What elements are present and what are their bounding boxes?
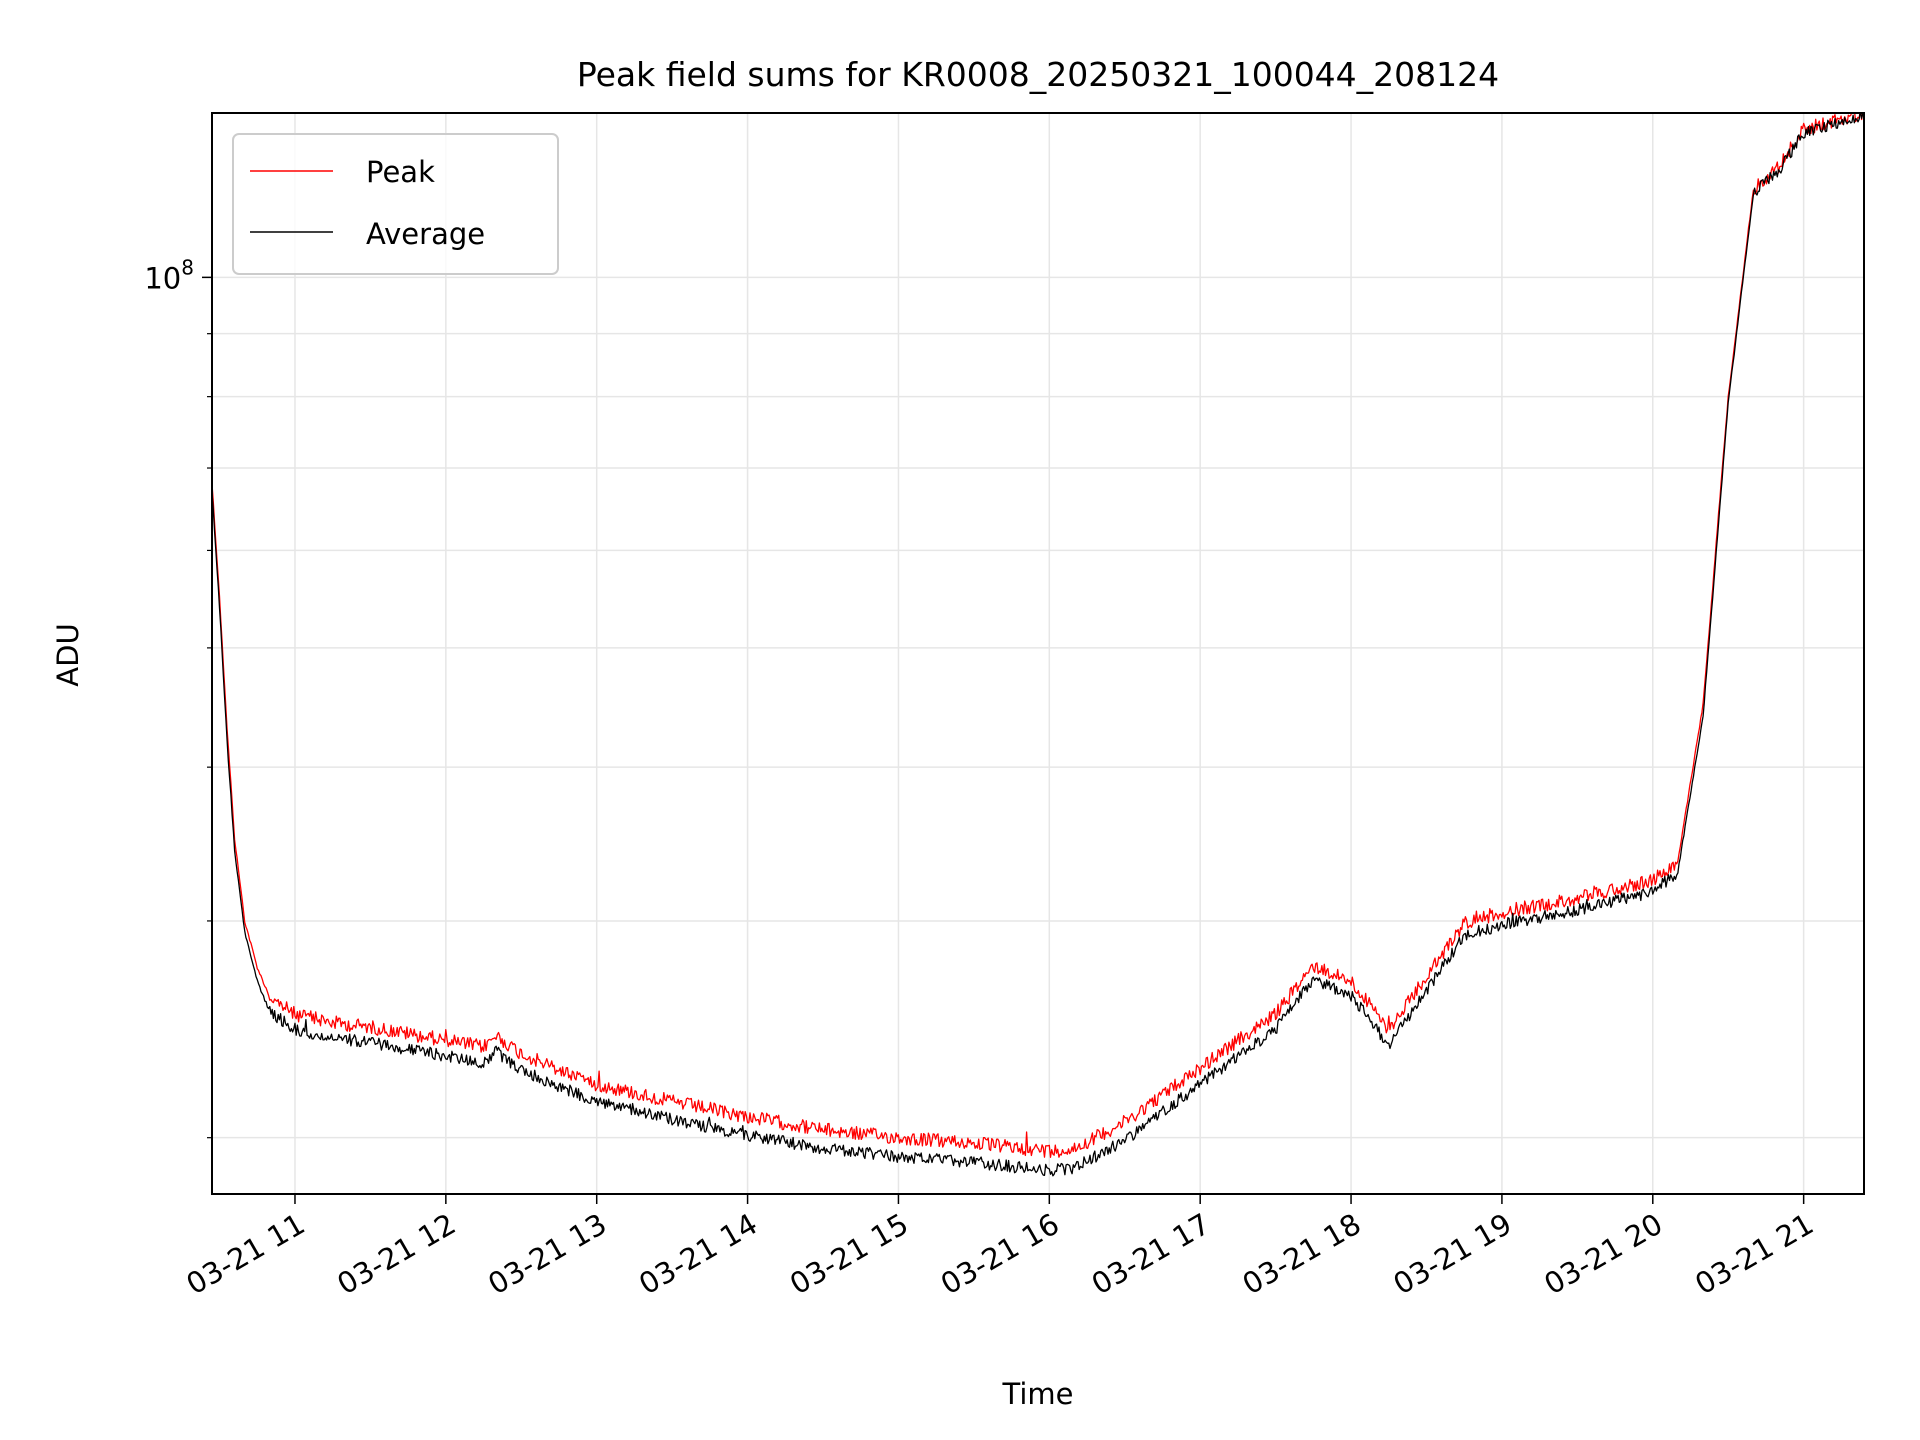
- y-tick-label: 108: [144, 255, 194, 295]
- legend-box: [232, 133, 559, 275]
- series-layer: [212, 113, 1864, 1177]
- y-axis-label: ADU: [51, 623, 85, 686]
- series-line-average: [212, 113, 1864, 1177]
- plot-frame: [211, 112, 1865, 1195]
- plot-area: [212, 113, 1864, 1177]
- series-line-peak: [212, 113, 1864, 1158]
- grid: [212, 113, 1864, 1194]
- legend-peak-label: Peak: [366, 155, 435, 189]
- legend: Peak Average: [232, 133, 559, 275]
- chart-title: Peak field sums for KR0008_20250321_1000…: [577, 55, 1499, 94]
- y-axis: 108: [144, 255, 212, 1139]
- x-axis-label: Time: [1002, 1377, 1074, 1411]
- legend-average-label: Average: [366, 217, 485, 251]
